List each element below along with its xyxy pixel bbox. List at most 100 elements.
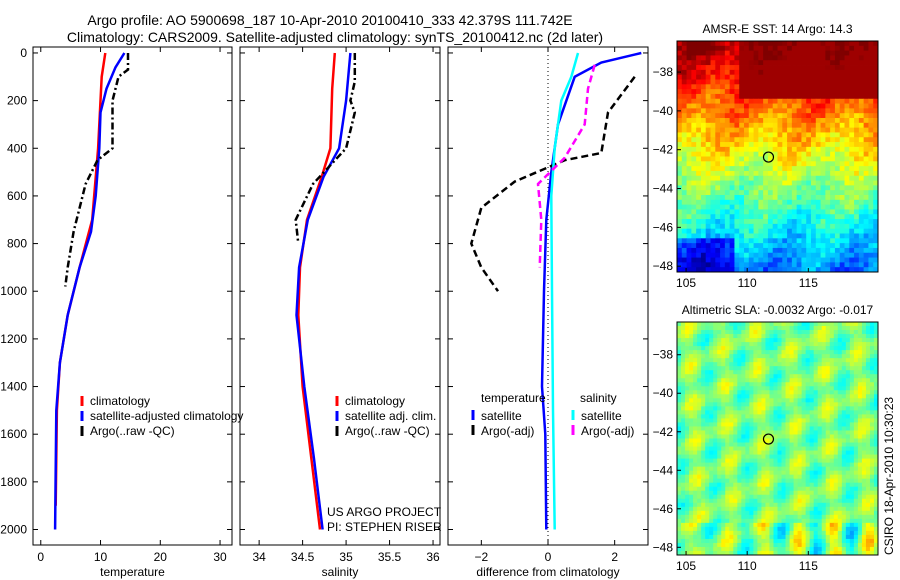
map-cell <box>805 494 811 500</box>
map-cell <box>745 466 750 472</box>
map-cell <box>839 252 845 258</box>
map-cell <box>686 267 692 273</box>
map-cell <box>791 103 798 109</box>
map-cell <box>849 257 855 263</box>
map-cell <box>801 454 807 459</box>
map-cell <box>761 506 766 512</box>
map-cell <box>834 55 841 61</box>
map-cell <box>757 386 762 391</box>
map-cell <box>839 113 845 119</box>
map-cell <box>796 195 802 201</box>
map-cell <box>677 366 682 371</box>
map-cell <box>785 450 790 455</box>
map-cell <box>801 238 807 244</box>
map-cell <box>873 350 879 355</box>
map-cell <box>805 522 811 528</box>
map-cell <box>854 175 860 181</box>
map-cell <box>705 510 710 516</box>
map-cell <box>753 362 758 367</box>
map-cell <box>815 209 821 215</box>
map-cell <box>693 390 698 395</box>
map-cell <box>681 190 687 196</box>
map-cell <box>845 362 851 367</box>
map-cell <box>849 113 855 119</box>
map-cell <box>829 482 835 488</box>
map-cell <box>797 418 803 423</box>
map-cell <box>681 267 687 273</box>
map-cell <box>745 498 750 504</box>
map-cell <box>805 422 811 427</box>
map-cell <box>844 228 850 234</box>
map-cell <box>705 185 711 191</box>
map-cell <box>685 450 690 455</box>
map-cell <box>796 180 802 186</box>
map-cell <box>825 108 831 114</box>
map-cell <box>686 195 692 201</box>
map-cell <box>854 247 860 254</box>
map-cell <box>701 470 706 476</box>
map-cell <box>863 247 869 254</box>
map-cell <box>844 142 850 148</box>
map-cell <box>772 113 778 119</box>
map-cell <box>787 146 793 153</box>
map-cell <box>705 450 710 455</box>
map-cell <box>748 113 754 119</box>
map-cell <box>677 482 682 488</box>
map-cell <box>821 422 827 427</box>
map-cell <box>809 458 815 464</box>
map-cell <box>785 410 790 415</box>
map-cell <box>820 69 826 76</box>
map-cell <box>868 247 874 254</box>
map-cell <box>805 482 811 488</box>
map-cell <box>781 382 786 387</box>
map-cell <box>801 262 807 268</box>
map-cell <box>815 132 821 138</box>
map-cell <box>709 510 714 516</box>
map-cell <box>782 69 788 76</box>
map-cell <box>753 518 758 524</box>
map-cell <box>837 346 843 351</box>
map-cell <box>796 170 802 177</box>
map-cell <box>769 358 774 363</box>
map-cell <box>689 358 694 363</box>
map-cell <box>854 103 860 109</box>
map-cell <box>741 490 746 496</box>
map-cell <box>789 330 794 335</box>
map-cell <box>763 146 769 153</box>
map-cell <box>809 462 815 468</box>
map-cell <box>696 257 702 263</box>
map-cell <box>685 426 690 431</box>
map-cell <box>697 534 702 540</box>
map-cell <box>868 262 874 268</box>
map-cell <box>758 185 764 191</box>
map-cell <box>841 510 847 516</box>
map-cell <box>825 146 831 153</box>
map-cell <box>833 530 839 536</box>
map-cell <box>811 55 817 61</box>
map-cell <box>829 542 835 548</box>
map-cell <box>739 252 745 258</box>
map-cell <box>753 79 759 85</box>
map-cell <box>853 442 859 447</box>
map-cell <box>858 142 865 148</box>
map-cell <box>691 69 697 76</box>
map-cell <box>825 398 831 403</box>
map-cell <box>767 252 774 258</box>
map-cell <box>757 370 762 375</box>
map-cell <box>700 132 707 138</box>
map-cell <box>789 358 794 363</box>
map-cell <box>725 374 730 379</box>
map-cell <box>813 330 819 335</box>
map-cell <box>777 398 782 403</box>
map-cell <box>781 514 786 520</box>
map-cell <box>724 137 731 143</box>
map-cell <box>685 386 690 391</box>
map-cell <box>761 402 766 407</box>
map-cell <box>854 223 860 230</box>
map-cell <box>741 398 746 403</box>
map-cell <box>757 498 762 504</box>
map-cell <box>787 252 793 258</box>
map-cell <box>697 490 702 496</box>
map-cell <box>845 474 851 480</box>
map-cell <box>854 190 860 196</box>
